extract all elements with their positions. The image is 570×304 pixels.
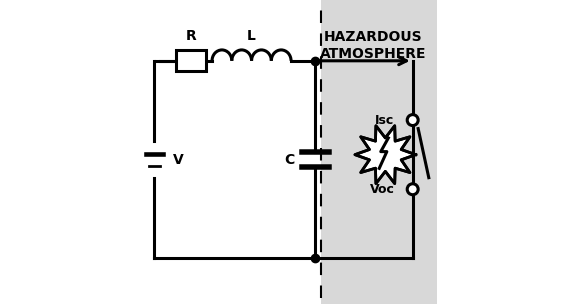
Text: L: L <box>247 29 256 43</box>
Text: Isc: Isc <box>375 114 394 126</box>
Text: Voc: Voc <box>369 183 394 196</box>
Circle shape <box>407 115 418 126</box>
Polygon shape <box>355 126 416 184</box>
Text: R: R <box>185 29 196 43</box>
Text: C: C <box>284 153 294 167</box>
Text: V: V <box>173 153 184 167</box>
Bar <box>321 0 437 304</box>
Circle shape <box>407 184 418 195</box>
Text: HAZARDOUS
ATMOSPHERE: HAZARDOUS ATMOSPHERE <box>320 30 426 60</box>
FancyBboxPatch shape <box>176 50 206 71</box>
